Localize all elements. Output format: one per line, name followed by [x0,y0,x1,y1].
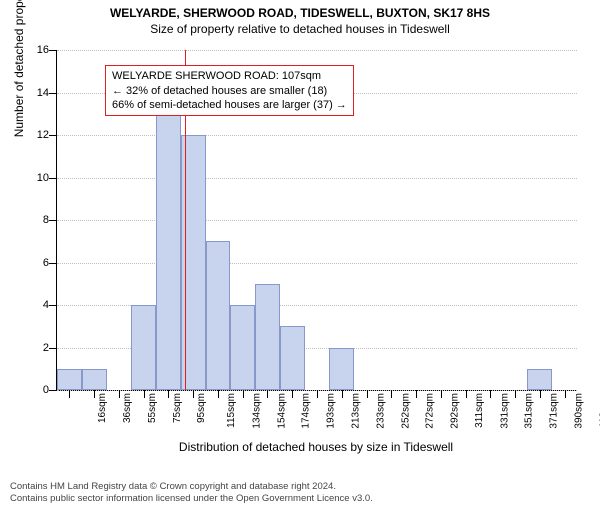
y-axis-label: Number of detached properties [12,0,26,137]
x-tick-label: 36sqm [122,393,133,423]
x-axis-label: Distribution of detached houses by size … [56,440,576,454]
y-tick-label: 2 [25,342,49,354]
x-tick-label: 272sqm [425,393,436,429]
x-tick [515,390,516,398]
x-tick [490,390,491,398]
x-tick-label: 292sqm [450,393,461,429]
y-tick-label: 10 [25,172,49,184]
x-tick-label: 390sqm [573,393,584,429]
x-tick-label: 55sqm [147,393,158,423]
y-tick [49,135,57,136]
x-tick [565,390,566,398]
histogram-bar [255,284,280,390]
x-tick [267,390,268,398]
x-tick [342,390,343,398]
y-tick-label: 6 [25,257,49,269]
y-tick [49,348,57,349]
y-tick [49,263,57,264]
x-tick-label: 75sqm [172,393,183,423]
x-tick-label: 213sqm [351,393,362,429]
x-tick [441,390,442,398]
gridline [57,263,577,264]
histogram-bar [82,369,107,390]
x-tick-label: 115sqm [226,393,237,428]
x-tick [292,390,293,398]
footer-line: Contains HM Land Registry data © Crown c… [10,481,373,492]
x-tick [416,390,417,398]
y-tick-label: 0 [25,384,49,396]
histogram-bar [230,305,255,390]
y-tick [49,50,57,51]
page-subtitle: Size of property relative to detached ho… [0,22,600,36]
x-tick [466,390,467,398]
histogram-bar [280,326,305,390]
x-tick [144,390,145,398]
x-tick [243,390,244,398]
x-tick-label: 233sqm [375,393,386,429]
annotation-line: WELYARDE SHERWOOD ROAD: 107sqm [112,69,347,83]
x-tick-label: 174sqm [301,393,312,429]
y-tick-label: 8 [25,214,49,226]
x-tick-label: 371sqm [549,393,560,429]
y-tick [49,390,57,391]
x-tick-label: 16sqm [97,393,108,423]
histogram-chart: 024681012141616sqm36sqm55sqm75sqm95sqm11… [56,50,576,390]
x-tick [69,390,70,398]
footer-attribution: Contains HM Land Registry data © Crown c… [10,481,373,504]
x-tick-label: 95sqm [196,393,207,423]
x-tick [391,390,392,398]
y-tick [49,220,57,221]
x-tick-label: 331sqm [499,393,510,429]
footer-line: Contains public sector information licen… [10,493,373,504]
x-tick-label: 154sqm [276,393,287,429]
x-tick-label: 252sqm [400,393,411,429]
gridline [57,50,577,51]
y-tick [49,93,57,94]
y-tick-label: 4 [25,299,49,311]
x-tick-label: 193sqm [326,393,337,429]
gridline [57,178,577,179]
x-tick [94,390,95,398]
plot-area: 024681012141616sqm36sqm55sqm75sqm95sqm11… [56,50,577,391]
x-tick [317,390,318,398]
y-tick-label: 12 [25,129,49,141]
histogram-bar [206,241,231,390]
x-tick [218,390,219,398]
page-title: WELYARDE, SHERWOOD ROAD, TIDESWELL, BUXT… [0,6,600,20]
annotation-line: 66% of semi-detached houses are larger (… [112,98,347,112]
annotation-box: WELYARDE SHERWOOD ROAD: 107sqm← 32% of d… [105,65,354,116]
x-tick [119,390,120,398]
x-tick [367,390,368,398]
histogram-bar [527,369,552,390]
y-tick-label: 16 [25,44,49,56]
gridline [57,135,577,136]
histogram-bar [329,348,354,391]
histogram-bar [131,305,156,390]
y-tick [49,178,57,179]
histogram-bar [57,369,82,390]
x-tick [193,390,194,398]
x-tick [168,390,169,398]
gridline [57,220,577,221]
histogram-bar [156,93,181,391]
x-tick-label: 134sqm [252,393,263,429]
annotation-line: ← 32% of detached houses are smaller (18… [112,84,347,98]
x-tick-label: 351sqm [524,393,535,429]
x-tick [540,390,541,398]
y-tick [49,305,57,306]
x-tick-label: 311sqm [474,393,485,428]
y-tick-label: 14 [25,87,49,99]
